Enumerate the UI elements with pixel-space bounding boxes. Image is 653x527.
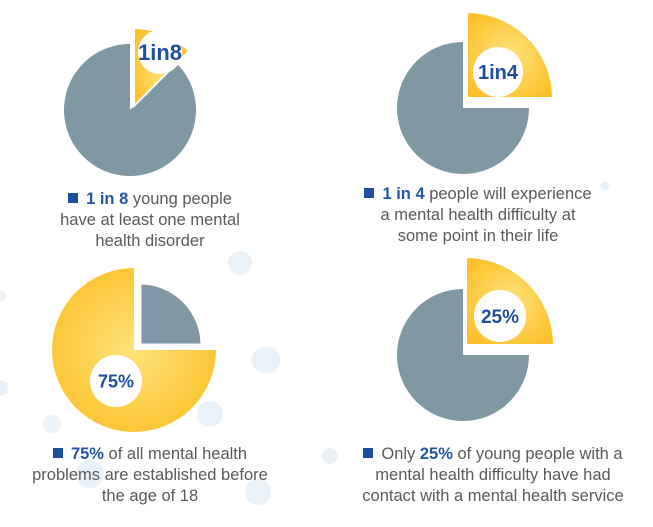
caption-25-percent: Only 25% of young people with a mental h… [362, 445, 624, 505]
pie-chart-3: 75% [52, 268, 216, 432]
pie-label-text: 75% [98, 371, 134, 391]
pie-label-badge [138, 30, 182, 74]
caption-highlight: 75% [70, 445, 104, 463]
bullet-square-icon [363, 448, 374, 458]
caption-highlight: 1 in 8 [86, 190, 129, 208]
pie-chart-4: 25% [397, 255, 556, 421]
bullet-square-icon [364, 188, 375, 198]
caption-highlight: 1 in 4 [382, 185, 425, 203]
bubble-decoration [228, 251, 252, 275]
bubble-decoration [252, 346, 280, 374]
bubble-decoration [601, 182, 609, 190]
pie-chart-1: 1in8 [63, 26, 196, 176]
bubble-decoration [245, 479, 271, 505]
caption-1-in-4: 1 in 4 people will experience a mental h… [338, 184, 618, 247]
pie-label-text: 1in4 [478, 62, 519, 84]
pie-label-badge [90, 355, 142, 407]
bubble-decoration [322, 448, 338, 464]
pie-label-text: 25% [481, 307, 519, 328]
pie-label-badge [473, 47, 523, 97]
caption-1-in-8: 1 in 8 young people have at least one me… [60, 190, 240, 250]
pie-slice-remainder [63, 44, 196, 176]
pie-label-badge [474, 290, 526, 342]
caption-75-percent: 75% of all mental health problems are es… [32, 445, 268, 505]
pie-slice-remainder [397, 42, 529, 174]
pie-chart-2: 1in4 [397, 10, 555, 174]
pie-slice-highlighted [52, 268, 216, 432]
pie-slice-remainder [397, 289, 529, 421]
bubble-decoration [0, 380, 8, 396]
bubble-decoration [197, 401, 223, 427]
bubble-decoration [76, 460, 104, 488]
pie-label-text: 1in8 [138, 40, 182, 65]
caption-highlight: 25% [419, 445, 453, 463]
bullet-square-icon [68, 193, 79, 203]
bullet-square-icon [52, 448, 63, 458]
bubble-decoration [43, 415, 61, 433]
bubble-decoration [0, 290, 6, 302]
pie-slice-remainder [138, 281, 204, 347]
